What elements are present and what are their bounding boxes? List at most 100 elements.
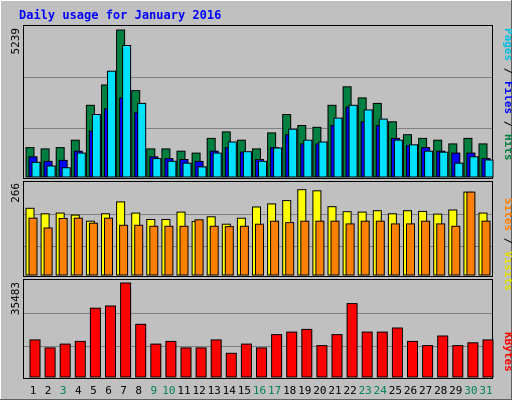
pages-bar xyxy=(46,165,56,178)
sites-bar xyxy=(406,223,415,276)
kbytes-bar xyxy=(59,343,71,378)
day-label: 28 xyxy=(434,384,447,397)
pages-bar xyxy=(424,150,434,178)
kbytes-bar xyxy=(195,347,207,378)
pages-bar xyxy=(318,141,328,178)
axis-separator: / xyxy=(502,114,512,134)
day-label: 5 xyxy=(90,384,97,397)
kbytes-bar xyxy=(180,347,192,378)
sites-bar xyxy=(43,227,53,276)
day-label: 15 xyxy=(238,384,251,397)
day-label: 10 xyxy=(162,384,175,397)
kbytes-bar xyxy=(165,340,177,378)
pages-bar xyxy=(212,152,222,178)
middle-axis-label: Sites / Visits xyxy=(502,198,512,291)
sites-bar xyxy=(345,223,355,276)
pages-bar xyxy=(469,156,479,178)
sites-bar xyxy=(239,225,249,276)
day-label: 8 xyxy=(135,384,142,397)
day-label: 29 xyxy=(449,384,462,397)
files-label: Files xyxy=(502,81,512,114)
kbytes-bar xyxy=(346,303,358,378)
top-ymax-label: 5239 xyxy=(9,28,22,55)
sites-bar xyxy=(194,219,204,276)
bottom-axis-label: KBytes xyxy=(502,332,512,372)
day-label: 31 xyxy=(479,384,492,397)
axis-separator: / xyxy=(502,231,512,251)
day-label: 9 xyxy=(150,384,157,397)
sites-bar xyxy=(179,225,189,276)
sites-bar xyxy=(360,220,370,276)
hits-label: Hits xyxy=(502,134,512,161)
kbytes-bar xyxy=(407,340,418,378)
day-label: 16 xyxy=(253,384,266,397)
middle-ymax-label: 266 xyxy=(9,183,22,203)
day-label: 25 xyxy=(389,384,402,397)
pages-bar xyxy=(91,114,101,178)
pages-bar xyxy=(76,152,86,178)
day-label: 30 xyxy=(464,384,477,397)
kbytes-bar xyxy=(74,340,86,378)
kbytes-bar xyxy=(240,343,252,378)
sites-bar xyxy=(88,222,98,276)
sites-bar xyxy=(134,224,144,276)
sites-bar xyxy=(270,220,280,276)
pages-bar xyxy=(333,117,343,178)
kbytes-bar xyxy=(437,335,449,378)
kbytes-bar xyxy=(361,331,373,378)
pages-bar xyxy=(303,139,313,178)
kbytes-bar xyxy=(44,347,56,378)
sites-bar xyxy=(73,217,83,276)
day-label: 11 xyxy=(177,384,190,397)
pages-bar xyxy=(288,128,298,178)
kbytes-bar xyxy=(271,334,283,378)
kbytes-bar xyxy=(452,345,464,378)
pages-bar xyxy=(167,160,177,178)
pages-bar xyxy=(439,151,449,178)
sites-bar xyxy=(375,220,385,276)
pages-bar xyxy=(454,162,464,178)
pages-bar xyxy=(182,162,192,178)
chart-title: Daily usage for January 2016 xyxy=(19,8,221,22)
kbytes-bar xyxy=(467,342,479,378)
pages-bar xyxy=(197,166,207,178)
day-label: 1 xyxy=(30,384,37,397)
kbytes-bar xyxy=(210,339,222,378)
day-label: 3 xyxy=(60,384,67,397)
kbytes-label: KBytes xyxy=(502,332,512,372)
kbytes-bar xyxy=(376,331,388,378)
pages-bar xyxy=(393,139,403,178)
sites-bar xyxy=(315,220,325,276)
day-label: 21 xyxy=(328,384,341,397)
kbytes-bar xyxy=(29,339,41,378)
kbytes-bar xyxy=(482,339,494,378)
day-label: 27 xyxy=(419,384,432,397)
sites-bar xyxy=(451,225,461,276)
day-label: 26 xyxy=(404,384,417,397)
sites-bar xyxy=(421,220,431,276)
pages-bar xyxy=(122,45,132,178)
bar-layer xyxy=(25,29,494,378)
day-label: 2 xyxy=(45,384,52,397)
sites-bar xyxy=(466,191,476,276)
day-label: 14 xyxy=(223,384,237,397)
sites-bar xyxy=(209,225,219,276)
pages-bar xyxy=(242,151,252,178)
kbytes-bar xyxy=(391,327,403,378)
day-label: 24 xyxy=(374,384,388,397)
kbytes-bar xyxy=(316,345,328,378)
pages-bar xyxy=(227,141,237,178)
sites-bar xyxy=(164,225,174,276)
day-label: 23 xyxy=(359,384,372,397)
day-label: 6 xyxy=(105,384,112,397)
day-label: 4 xyxy=(75,384,82,397)
day-label: 18 xyxy=(283,384,296,397)
kbytes-bar xyxy=(225,352,237,378)
sites-bar xyxy=(330,220,340,276)
day-label: 19 xyxy=(298,384,311,397)
pages-bar xyxy=(258,160,267,178)
kbytes-bar xyxy=(89,307,101,378)
kbytes-bar xyxy=(256,347,267,378)
kbytes-bar xyxy=(331,334,343,378)
pages-bar xyxy=(152,158,162,178)
